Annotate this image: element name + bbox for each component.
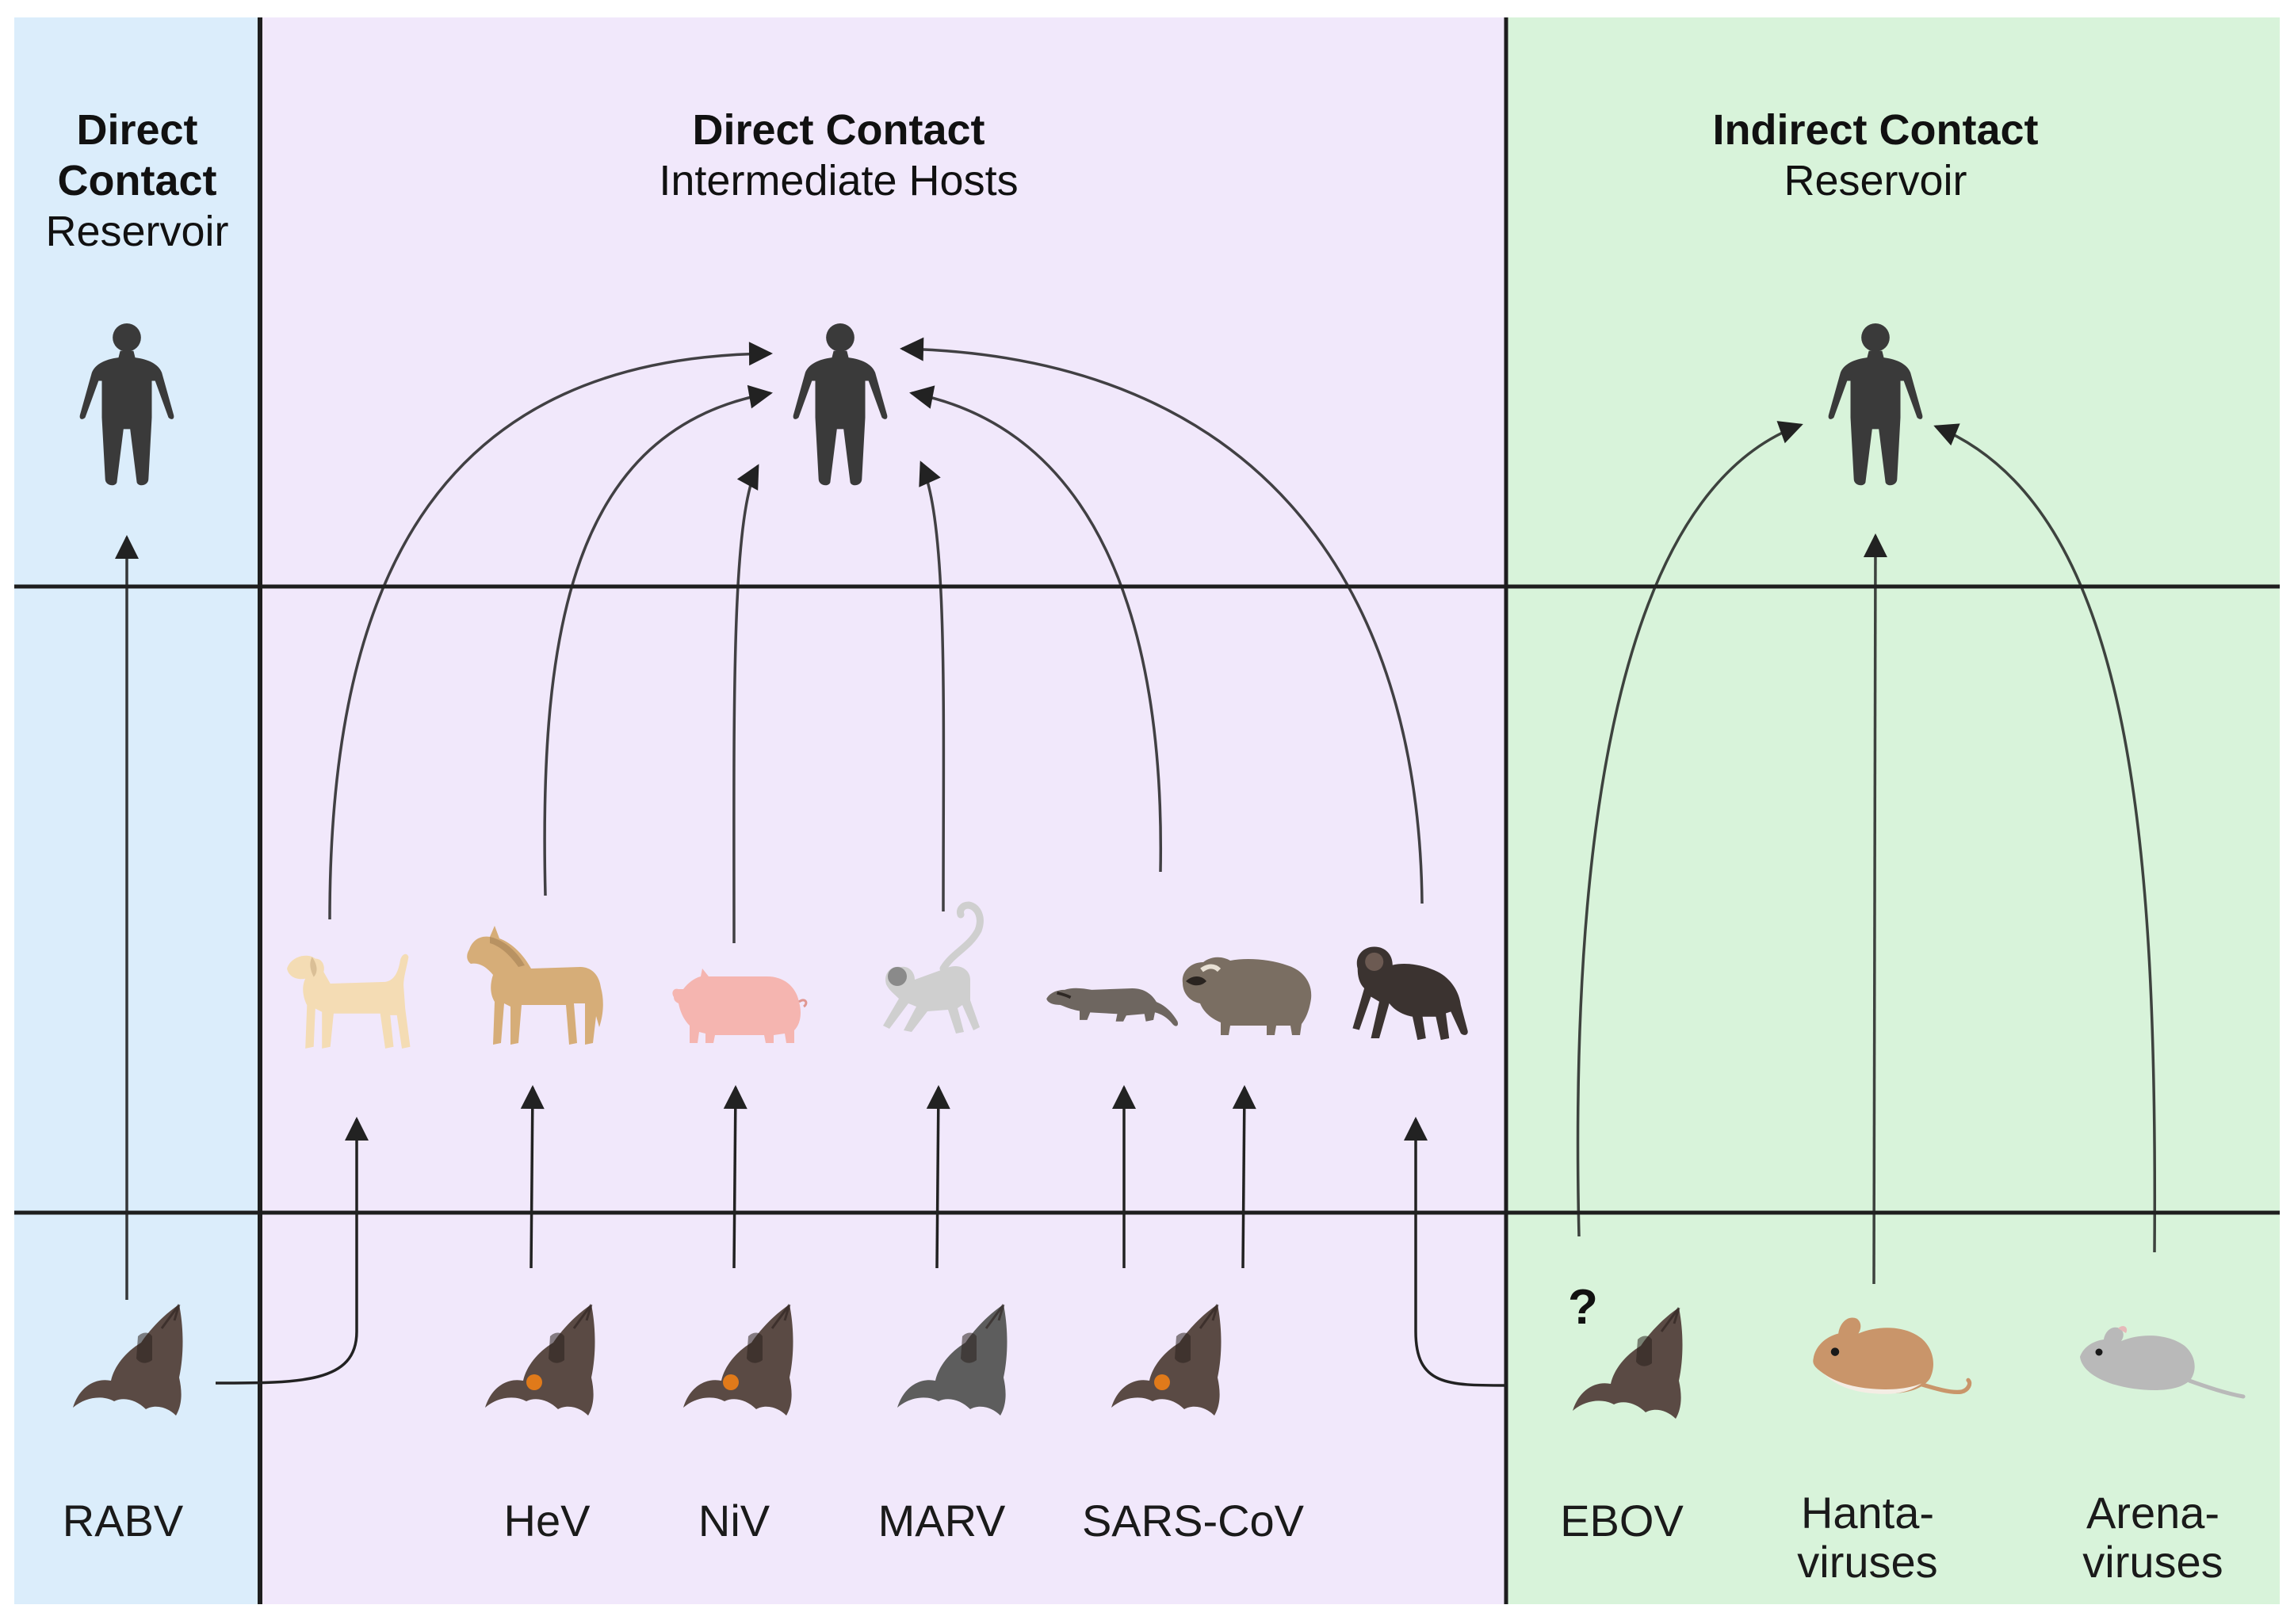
arrow-sars-bat-to-raccoon: [1232, 1085, 1256, 1269]
arrow-pig-to-human: [732, 464, 759, 944]
middle-panel-bg: [260, 17, 1506, 1604]
label-hanta-line2: viruses: [1797, 1537, 1938, 1587]
uncertain-marker: ?: [1568, 1280, 1598, 1335]
label-sarscov: SARS-CoV: [1081, 1496, 1305, 1546]
label-arenaviruses: Arena- viruses: [2058, 1488, 2248, 1587]
bat-marker-spot: [526, 1374, 542, 1390]
middle-panel-header: Direct Contact Intermediate Hosts: [498, 105, 1179, 206]
label-rabv: RABV: [62, 1496, 184, 1546]
label-arena-line1: Arena-: [2086, 1488, 2220, 1538]
bat-marker-spot: [723, 1374, 739, 1390]
left-panel-bg: [14, 17, 260, 1604]
label-marv: MARV: [877, 1496, 1006, 1546]
arrow-civet-to-human: [909, 385, 1163, 873]
bat-marker-spot: [1154, 1374, 1170, 1390]
middle-panel-subtitle: Intermediate Hosts: [659, 157, 1019, 204]
left-panel-title-line1: Direct: [76, 106, 198, 154]
left-panel-subtitle: Reservoir: [45, 208, 229, 255]
label-hev: HeV: [503, 1496, 591, 1546]
label-hantaviruses: Hanta- viruses: [1772, 1488, 1963, 1587]
label-arena-line2: viruses: [2082, 1537, 2223, 1587]
arrow-niv-bat-to-pig: [723, 1085, 747, 1269]
label-ebov: EBOV: [1560, 1496, 1684, 1546]
right-panel-subtitle: Reservoir: [1784, 157, 1967, 204]
label-hanta-line1: Hanta-: [1800, 1488, 1935, 1538]
right-panel-title: Indirect Contact: [1712, 106, 2039, 154]
left-panel-header: Direct Contact Reservoir: [14, 105, 260, 257]
arrow-hev-bat-to-horse: [520, 1085, 545, 1269]
arrow-ebov-bat-to-chimp: [1404, 1117, 1507, 1387]
arrow-monkey-to-human: [919, 460, 946, 912]
arrow-marv-bat-to-monkey: [926, 1085, 950, 1269]
arrow-arena-to-human: [1933, 423, 2157, 1253]
right-panel-header: Indirect Contact Reservoir: [1558, 105, 2193, 206]
arrow-dog-to-human: [328, 342, 773, 920]
label-niv: NiV: [698, 1496, 770, 1546]
arrow-hanta-to-human: [1863, 533, 1887, 1285]
arrow-ebov-to-human: [1576, 421, 1803, 1237]
arrow-horse-to-human: [543, 384, 773, 896]
middle-panel-title: Direct Contact: [692, 106, 985, 154]
left-panel-title-line2: Contact: [57, 157, 217, 204]
arrow-bat-to-dog: [215, 1117, 369, 1385]
arrow-chimp-to-human: [900, 337, 1424, 904]
